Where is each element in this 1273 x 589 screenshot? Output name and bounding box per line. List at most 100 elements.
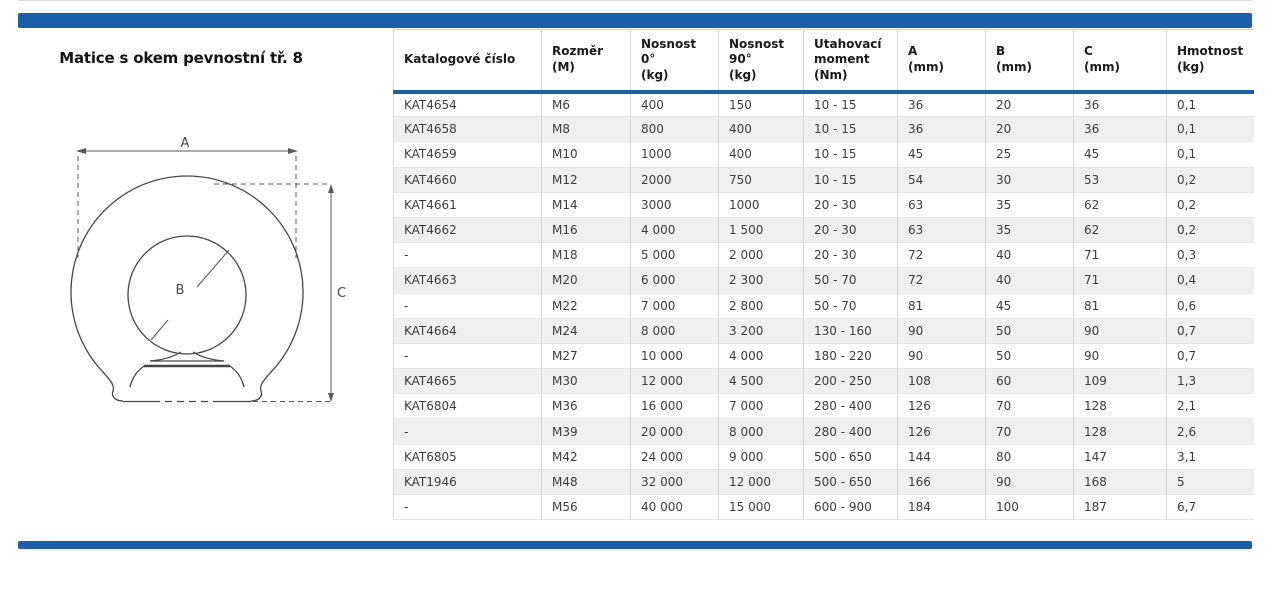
table-cell: 0,4 [1166,267,1254,293]
table-cell: 81 [897,293,986,319]
table-cell: KAT4664 [393,318,542,344]
table-cell: 10 - 15 [803,167,898,193]
table-cell: 126 [897,393,986,419]
table-cell: 20 - 30 [803,217,898,243]
table-cell: 54 [897,167,986,193]
table-cell: 600 - 900 [803,494,898,520]
table-cell: 150 [718,91,804,117]
table-cell: 45 [985,293,1074,319]
column-header: Hmotnost (kg) [1166,29,1254,92]
column-header: Nosnost 0° (kg) [630,29,719,92]
table-cell: 0,1 [1166,116,1254,142]
table-cell: 35 [985,217,1074,243]
table-cell: 60 [985,368,1074,394]
table-cell: 2 000 [718,242,804,268]
table-cell: 50 - 70 [803,293,898,319]
table-cell: 81 [1073,293,1167,319]
table-cell: 90 [985,469,1074,495]
table-cell: M56 [541,494,631,520]
table-cell: 3,1 [1166,444,1254,470]
table-cell: KAT4654 [393,91,542,117]
table-cell: M30 [541,368,631,394]
table-cell: 0,1 [1166,141,1254,168]
table-cell: 3000 [630,192,719,218]
dimension-c [214,183,334,402]
table-row: KAT6805 M42 24 000 9 000 500 - 650 144 80 147 3,… [393,444,1254,470]
table-cell: 0,1 [1166,91,1254,117]
dimension-a [76,148,298,258]
table-cell: - [393,494,542,520]
table-cell: M8 [541,116,631,142]
table-cell: 50 [985,318,1074,344]
table-cell: 6 000 [630,267,719,293]
table-head: Katalogové číslo Rozměr (M) Nosnost 0° (kg… [393,29,1254,92]
table-cell: 400 [630,91,719,117]
table-cell: 16 000 [630,393,719,419]
table-cell: 200 - 250 [803,368,898,394]
table-cell: 109 [1073,368,1167,394]
title-wrap: Matice s okem pevnostní tř. 8 [0,48,362,67]
table-cell: 0,6 [1166,293,1254,319]
table-row: KAT4660 M12 2000 750 10 - 15 54 30 53 0,2 [393,167,1254,193]
table-cell: 15 000 [718,494,804,520]
table-row: KAT4665 M30 12 000 4 500 200 - 250 108 60 109 1,… [393,368,1254,394]
column-header: C (mm) [1073,29,1167,92]
table-cell: 3 200 [718,318,804,344]
table-cell: 90 [1073,343,1167,369]
table-cell: 36 [897,91,986,117]
table-cell: 62 [1073,192,1167,218]
table-cell: M48 [541,469,631,495]
table-cell: 1 500 [718,217,804,243]
table-cell: 40 [985,267,1074,293]
table-cell: M12 [541,167,631,193]
table-cell: 0,7 [1166,343,1254,369]
table-cell: 10 - 15 [803,116,898,142]
table-body: KAT4654 M6 400 150 10 - 15 36 20 36 0,1 KAT4658 M8… [393,91,1254,520]
table-cell: 8 000 [718,418,804,445]
table-cell: 40 000 [630,494,719,520]
table-cell: 63 [897,217,986,243]
table-cell: 45 [897,141,986,168]
table-cell: 36 [897,116,986,142]
table-cell: - [393,293,542,319]
table-cell: 80 [985,444,1074,470]
table-cell: 4 500 [718,368,804,394]
table-cell: - [393,343,542,369]
page-title: Matice s okem pevnostní tř. 8 [59,49,303,67]
table-cell: 1000 [718,192,804,218]
table-cell: 0,7 [1166,318,1254,344]
table-row: KAT4662 M16 4 000 1 500 20 - 30 63 35 62 0,2 [393,217,1254,243]
top-hairline [18,0,1252,1]
table-cell: 400 [718,141,804,168]
table-cell: 62 [1073,217,1167,243]
table-cell: 90 [1073,318,1167,344]
column-header: Nosnost 90° (kg) [718,29,804,92]
table-cell: 166 [897,469,986,495]
table-cell: 90 [897,343,986,369]
table-cell: 6,7 [1166,494,1254,520]
table-cell: KAT4662 [393,217,542,243]
table-cell: 30 [985,167,1074,193]
table-cell: 0,2 [1166,217,1254,243]
table-cell: KAT6805 [393,444,542,470]
table-cell: - [393,418,542,445]
table-cell: M16 [541,217,631,243]
table-cell: 2000 [630,167,719,193]
dimension-b [150,249,230,341]
table-cell: 63 [897,192,986,218]
table-cell: M39 [541,418,631,445]
table-cell: 130 - 160 [803,318,898,344]
table-cell: 750 [718,167,804,193]
table-cell: 2 300 [718,267,804,293]
table-cell: 144 [897,444,986,470]
table-cell: 36 [1073,116,1167,142]
table-cell: 8 000 [630,318,719,344]
table-cell: 40 [985,242,1074,268]
table-cell: 2,6 [1166,418,1254,445]
table-cell: 147 [1073,444,1167,470]
table-cell: 500 - 650 [803,469,898,495]
dimension-label-c: C [337,286,346,301]
table-cell: KAT4663 [393,267,542,293]
table-cell: 108 [897,368,986,394]
